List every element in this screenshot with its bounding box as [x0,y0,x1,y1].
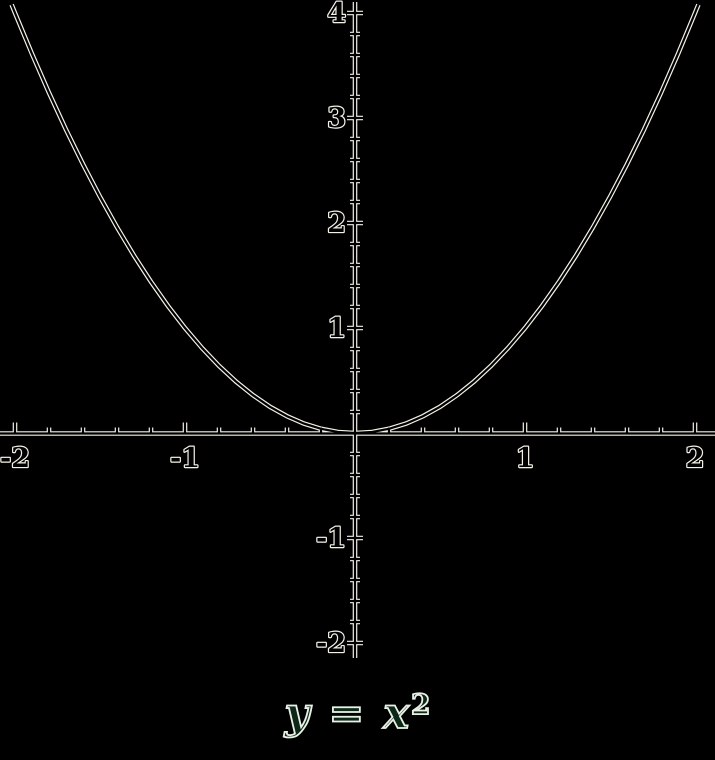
y-tick-label: -1 [316,523,346,554]
y-tick-label: 2 [327,208,346,239]
core-layer [0,2,715,658]
x-tick-label: -2 [0,443,30,474]
y-tick-label: 4 [327,0,346,29]
parabola-curve [10,4,700,435]
x-tick-label: 2 [686,443,705,474]
y-tick-label: -2 [316,628,346,659]
plot-canvas: -2 -1 1 2 -2 -1 1 2 3 4 [0,0,715,660]
tick-labels: -2 -1 1 2 -2 -1 1 2 3 4 [0,0,706,660]
y-tick-label: 1 [327,313,346,344]
x-tick-label: 1 [516,443,535,474]
caption-exponent: 2 [410,688,431,721]
y-tick-label: 3 [327,103,346,134]
x-tick-label: -1 [170,443,200,474]
caption-base: y = x [284,689,412,739]
tick-marks [13,11,697,645]
caption: y = x2 [0,688,715,739]
